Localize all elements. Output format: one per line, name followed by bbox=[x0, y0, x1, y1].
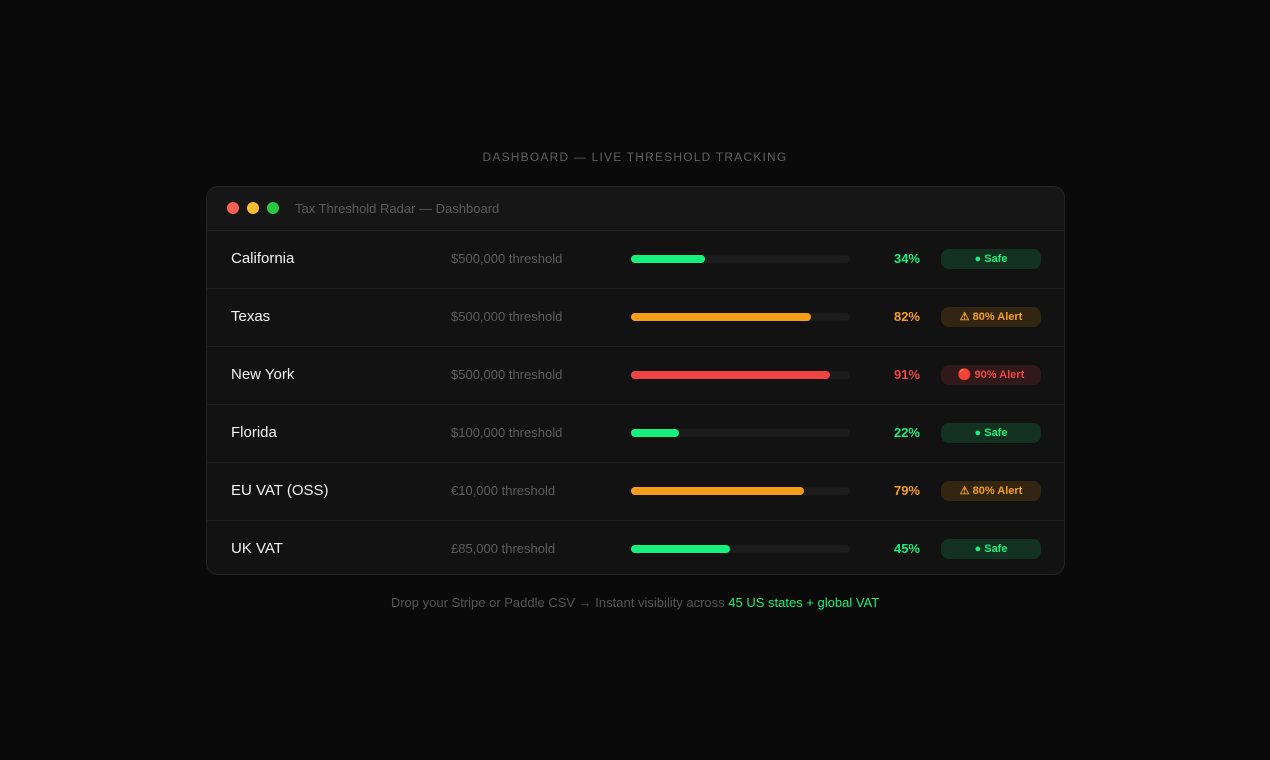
progress-percent: 45% bbox=[893, 541, 920, 556]
status-badge: 🔴 90% Alert bbox=[941, 365, 1041, 385]
section-label: DASHBOARD — LIVE THRESHOLD TRACKING bbox=[482, 150, 788, 164]
region-name: California bbox=[231, 250, 295, 267]
threshold-row: California $500,000 threshold 34% ● Safe bbox=[207, 231, 1064, 289]
threshold-row: EU VAT (OSS) €10,000 threshold 79% ⚠ 80% Al… bbox=[207, 463, 1064, 521]
progress-track bbox=[631, 255, 850, 263]
threshold-row: UK VAT £85,000 threshold 45% ● Safe bbox=[207, 521, 1064, 574]
region-name: Texas bbox=[231, 308, 271, 325]
title-bar: Tax Threshold Radar — Dashboard bbox=[207, 187, 1064, 231]
progress-track bbox=[631, 429, 850, 437]
progress-fill bbox=[631, 487, 804, 495]
threshold-row: New York $500,000 threshold 91% 🔴 90% Alert bbox=[207, 347, 1064, 405]
status-badge: ● Safe bbox=[941, 423, 1041, 443]
threshold-amount: £85,000 threshold bbox=[451, 541, 556, 556]
progress-percent: 91% bbox=[893, 367, 920, 382]
progress-fill bbox=[631, 255, 706, 263]
progress-percent: 82% bbox=[893, 309, 920, 324]
threshold-row: Florida $100,000 threshold 22% ● Safe bbox=[207, 405, 1064, 463]
progress-track bbox=[631, 313, 850, 321]
status-badge: ⚠ 80% Alert bbox=[941, 307, 1041, 327]
progress-track bbox=[631, 545, 850, 553]
threshold-amount: $500,000 threshold bbox=[451, 367, 563, 382]
threshold-amount: $100,000 threshold bbox=[451, 425, 563, 440]
threshold-amount: $500,000 threshold bbox=[451, 309, 563, 324]
progress-fill bbox=[631, 429, 680, 437]
footer: Drop your Stripe or Paddle CSV → Instant… bbox=[0, 595, 1270, 610]
progress-fill bbox=[631, 313, 811, 321]
threshold-list: California $500,000 threshold 34% ● Safe Tex… bbox=[207, 231, 1064, 574]
progress-fill bbox=[631, 545, 730, 553]
progress-percent: 79% bbox=[893, 483, 920, 498]
region-name: EU VAT (OSS) bbox=[231, 482, 329, 499]
progress-fill bbox=[631, 371, 831, 379]
threshold-amount: $500,000 threshold bbox=[451, 251, 563, 266]
footer-highlight: 45 US states + global VAT bbox=[728, 595, 880, 610]
window-title: Tax Threshold Radar — Dashboard bbox=[295, 201, 500, 216]
footer-text: Drop your Stripe or Paddle CSV → Instant… bbox=[390, 595, 725, 610]
progress-track bbox=[631, 371, 850, 379]
region-name: New York bbox=[231, 366, 295, 383]
threshold-amount: €10,000 threshold bbox=[451, 483, 556, 498]
progress-track bbox=[631, 487, 850, 495]
status-badge: ● Safe bbox=[941, 539, 1041, 559]
minimize-button[interactable] bbox=[247, 202, 259, 214]
progress-percent: 22% bbox=[893, 425, 920, 440]
progress-percent: 34% bbox=[893, 251, 920, 266]
threshold-row: Texas $500,000 threshold 82% ⚠ 80% Alert bbox=[207, 289, 1064, 347]
status-badge: ⚠ 80% Alert bbox=[941, 481, 1041, 501]
status-badge: ● Safe bbox=[941, 249, 1041, 269]
dashboard-window: Tax Threshold Radar — Dashboard Californ… bbox=[206, 186, 1065, 575]
region-name: Florida bbox=[231, 424, 277, 441]
close-button[interactable] bbox=[227, 202, 239, 214]
maximize-button[interactable] bbox=[267, 202, 279, 214]
region-name: UK VAT bbox=[231, 540, 283, 557]
